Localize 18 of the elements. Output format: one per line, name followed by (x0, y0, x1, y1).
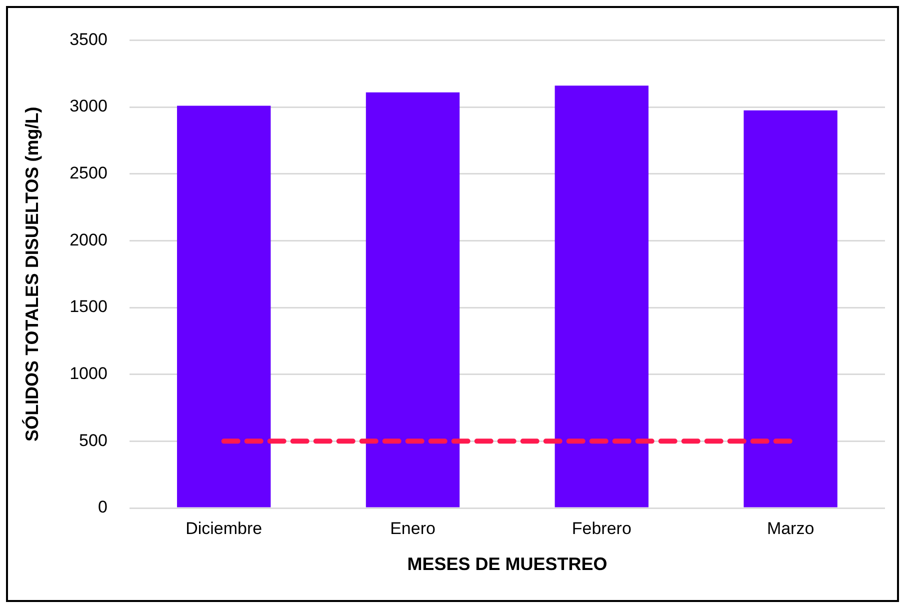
bar (366, 92, 460, 508)
y-axis-title: SÓLIDOS TOTALES DISUELTOS (mg/L) (22, 106, 42, 442)
bar (177, 106, 271, 508)
x-axis-title: MESES DE MUESTREO (407, 554, 608, 574)
x-tick-label: Febrero (572, 518, 632, 538)
y-tick-label: 2500 (70, 164, 108, 183)
bar (554, 86, 649, 508)
y-tick-label: 2000 (70, 230, 108, 250)
y-tick-label: 1000 (70, 364, 108, 384)
x-tick-label: Marzo (766, 518, 814, 538)
bar (744, 110, 838, 508)
x-tick-label: Enero (390, 518, 436, 538)
y-tick-label: 1500 (70, 297, 108, 316)
y-tick-label: 3500 (70, 30, 108, 49)
y-tick-label: 500 (79, 430, 108, 450)
x-tick-label: Diciembre (186, 518, 262, 538)
y-tick-label: 3000 (70, 96, 108, 116)
y-tick-label: 0 (98, 498, 108, 517)
